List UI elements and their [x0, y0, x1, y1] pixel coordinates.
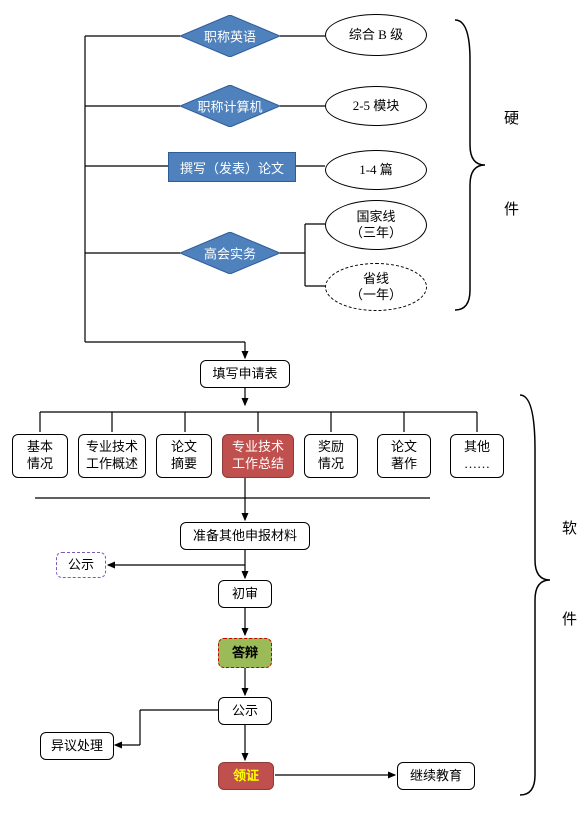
brace-label-hard: 硬 件 [500, 110, 521, 246]
box-prepare-materials: 准备其他申报材料 [180, 522, 310, 550]
box-gongshi2: 公示 [218, 697, 272, 725]
box-label: 奖励 情况 [318, 439, 344, 473]
ellipse-zhonghe-b: 综合 B 级 [325, 14, 427, 56]
box-label: 初审 [232, 586, 258, 603]
ellipse-provincial-line: 省线 （一年） [325, 263, 427, 311]
box-label: 公示 [68, 557, 94, 574]
box-label: 填写申请表 [212, 366, 277, 383]
box-jixu: 继续教育 [397, 762, 475, 790]
ellipse-label: 国家线 （三年） [350, 209, 402, 240]
ellipse-label: 1-4 篇 [359, 162, 393, 178]
box-label: 公示 [232, 703, 258, 720]
connectors [0, 0, 585, 817]
box-label: 其他 …… [464, 439, 490, 473]
box-label: 继续教育 [410, 768, 462, 785]
bluebox-label: 撰写（发表）论文 [180, 158, 284, 177]
box-other: 其他 …… [450, 434, 504, 478]
box-yiyi: 异议处理 [40, 732, 114, 760]
box-label: 准备其他申报材料 [193, 528, 297, 545]
ellipse-national-line: 国家线 （三年） [325, 200, 427, 250]
box-label: 论文 著作 [391, 439, 417, 473]
box-paper-abstract: 论文 摘要 [156, 434, 212, 478]
box-tech-summary: 专业技术 工作总结 [222, 434, 294, 478]
box-tech-overview: 专业技术 工作概述 [78, 434, 146, 478]
ellipse-label: 2-5 模块 [353, 98, 400, 114]
box-awards: 奖励 情况 [304, 434, 358, 478]
box-lingzheng: 领证 [218, 762, 274, 790]
box-label: 专业技术 工作概述 [86, 439, 138, 473]
diamond-title-computer: 职称计算机 [180, 85, 280, 127]
box-label: 答辩 [232, 645, 258, 662]
box-label: 专业技术 工作总结 [232, 439, 284, 473]
box-fill-form: 填写申请表 [200, 360, 290, 388]
bluebox-write-paper: 撰写（发表）论文 [168, 152, 296, 182]
box-dabian: 答辩 [218, 638, 272, 668]
ellipse-label: 省线 （一年） [350, 271, 402, 302]
box-label: 论文 摘要 [171, 439, 197, 473]
brace-label-soft: 软 件 [558, 520, 579, 656]
diamond-gaohui: 高会实务 [180, 232, 280, 274]
box-gongshi-dashed: 公示 [56, 552, 106, 578]
ellipse-25-module: 2-5 模块 [325, 86, 427, 126]
flowchart-canvas: 职称英语 职称计算机 撰写（发表）论文 高会实务 综合 B 级 2-5 模块 1… [0, 0, 585, 817]
box-chushen: 初审 [218, 580, 272, 608]
ellipse-14-papers: 1-4 篇 [325, 150, 427, 190]
box-basic-info: 基本 情况 [12, 434, 68, 478]
ellipse-label: 综合 B 级 [349, 27, 403, 43]
box-label: 基本 情况 [27, 439, 53, 473]
box-label: 领证 [233, 768, 259, 785]
box-papers: 论文 著作 [377, 434, 431, 478]
diamond-title-english: 职称英语 [180, 15, 280, 57]
box-label: 异议处理 [51, 738, 103, 755]
